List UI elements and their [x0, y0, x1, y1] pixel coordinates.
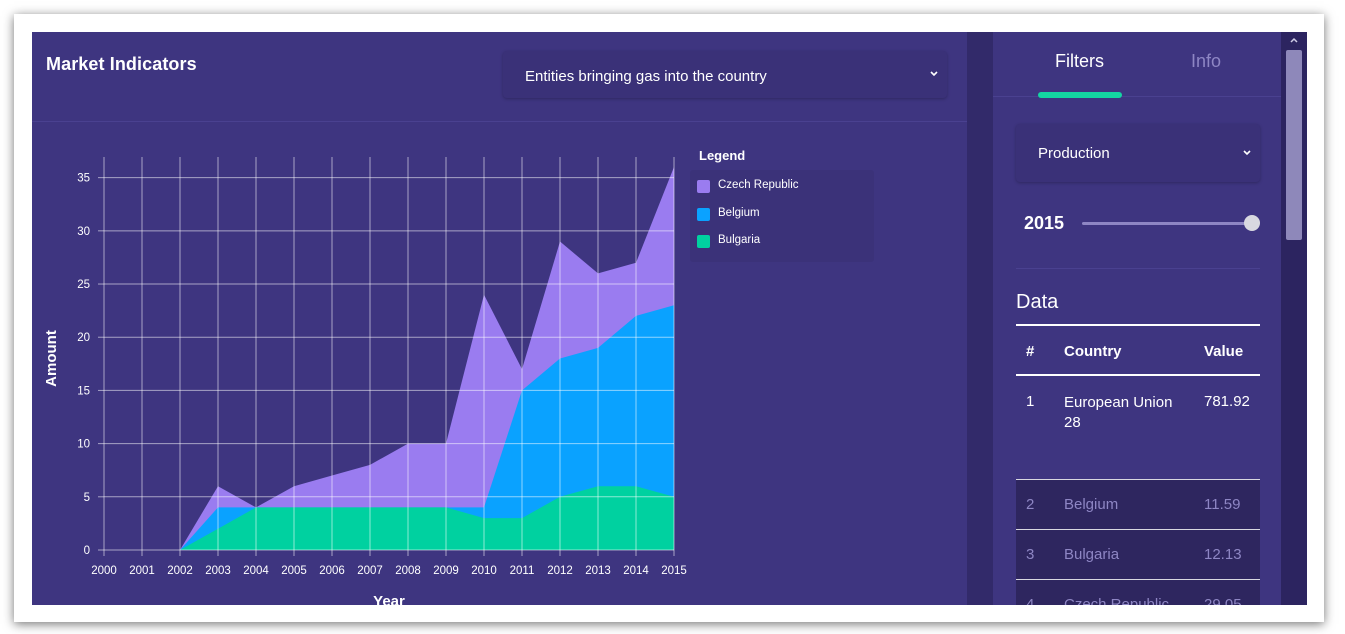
x-tick-label: 2006 [319, 565, 345, 577]
main-panel: Market Indicators Entities bringing gas … [32, 32, 967, 605]
active-tab-indicator [1038, 92, 1122, 98]
column-header-country: Country [1064, 343, 1122, 360]
cell-value: 12.13 [1204, 546, 1242, 563]
x-tick-label: 2014 [623, 565, 649, 577]
page-title: Market Indicators [46, 54, 197, 74]
y-tick-label: 10 [77, 439, 90, 451]
tab-info[interactable]: Info [1191, 51, 1222, 71]
x-tick-label: 2015 [661, 565, 687, 577]
x-tick-label: 2012 [547, 565, 573, 577]
series-area-bulgaria [104, 486, 674, 550]
cell-value: 29.05 [1204, 596, 1242, 605]
column-header-rank: # [1026, 343, 1035, 360]
scrollbar[interactable] [1281, 32, 1307, 605]
table-row[interactable]: 1 European Union 28 781.92 [1016, 376, 1260, 479]
y-tick-label: 5 [84, 492, 90, 504]
tabs-bar: Filters Info [993, 32, 1281, 98]
area-chart: 0 5 10 15 20 25 30 35 2000 2001 2002 2003 2004 2005 20… [43, 157, 687, 605]
cell-value: 11.59 [1204, 496, 1241, 513]
main-header: Market Indicators Entities bringing gas … [32, 32, 967, 122]
cell-rank: 3 [1026, 546, 1035, 563]
indicator-select-value: Entities bringing gas into the country [525, 68, 767, 85]
x-tick-label: 2010 [471, 565, 497, 577]
year-value: 2015 [1024, 213, 1065, 233]
row-separator [1016, 479, 1260, 480]
x-tick-label: 2001 [129, 565, 155, 577]
legend-title: Legend [699, 148, 746, 163]
legend-swatch [697, 235, 710, 248]
legend-label: Bulgaria [718, 234, 761, 246]
legend [690, 170, 874, 262]
column-header-value: Value [1204, 343, 1244, 360]
table-row[interactable]: 2 Belgium 11.59 [1016, 480, 1260, 529]
x-tick-label: 2007 [357, 565, 383, 577]
legend-label: Belgium [718, 207, 760, 219]
divider [1016, 268, 1260, 269]
legend-swatch [697, 208, 710, 221]
x-tick-label: 2004 [243, 565, 269, 577]
legend-label: Czech Republic [718, 179, 799, 191]
x-tick-label: 2013 [585, 565, 611, 577]
chevron-down-icon [1243, 150, 1251, 156]
series-area-belgium [104, 305, 674, 550]
cell-rank: 4 [1026, 596, 1035, 605]
y-tick-label: 0 [84, 545, 90, 557]
y-tick-label: 15 [77, 385, 90, 397]
chevron-up-icon[interactable] [1288, 34, 1300, 46]
data-heading: Data [1016, 291, 1059, 313]
row-separator [1016, 579, 1260, 580]
year-slider-thumb[interactable] [1244, 215, 1260, 231]
x-tick-label: 2002 [167, 565, 193, 577]
tab-filters[interactable]: Filters [1055, 51, 1104, 71]
table-rule [1016, 324, 1260, 326]
chevron-down-icon [930, 71, 938, 77]
x-axis-label: Year [373, 593, 405, 605]
y-tick-label: 35 [77, 173, 90, 185]
panel-gutter [967, 32, 993, 605]
cell-rank: 2 [1026, 496, 1035, 513]
x-tick-label: 2000 [91, 565, 117, 577]
cell-rank: 1 [1026, 393, 1035, 410]
cell-country: European Union 28 [1064, 394, 1173, 431]
cell-country: Czech Republic [1064, 596, 1170, 605]
legend-swatch [697, 180, 710, 193]
table-row[interactable]: 4 Czech Republic 29.05 [1016, 580, 1260, 605]
dataset-select[interactable]: Production [1016, 124, 1260, 182]
cell-value: 781.92 [1204, 393, 1250, 410]
y-tick-label: 20 [77, 332, 90, 344]
table-row[interactable]: 3 Bulgaria 12.13 [1016, 530, 1260, 579]
x-tick-label: 2009 [433, 565, 459, 577]
cell-country: Bulgaria [1064, 546, 1120, 563]
x-tick-label: 2005 [281, 565, 307, 577]
indicator-select[interactable]: Entities bringing gas into the country [503, 51, 947, 98]
year-slider-track[interactable] [1082, 222, 1252, 225]
x-tick-label: 2011 [510, 565, 535, 577]
row-separator [1016, 529, 1260, 530]
y-tick-label: 30 [77, 226, 90, 238]
filters-panel: Filters Info Production 2015 Data # Coun… [993, 32, 1281, 605]
cell-country: Belgium [1064, 496, 1119, 513]
y-tick-label: 25 [77, 279, 90, 291]
app-window: Market Indicators Entities bringing gas … [32, 32, 1307, 605]
dataset-select-value: Production [1038, 145, 1110, 162]
y-axis-label: Amount [43, 330, 60, 387]
x-tick-label: 2003 [205, 565, 231, 577]
x-tick-label: 2008 [395, 565, 421, 577]
scrollbar-thumb[interactable] [1286, 50, 1302, 240]
table-rule [1016, 374, 1260, 376]
